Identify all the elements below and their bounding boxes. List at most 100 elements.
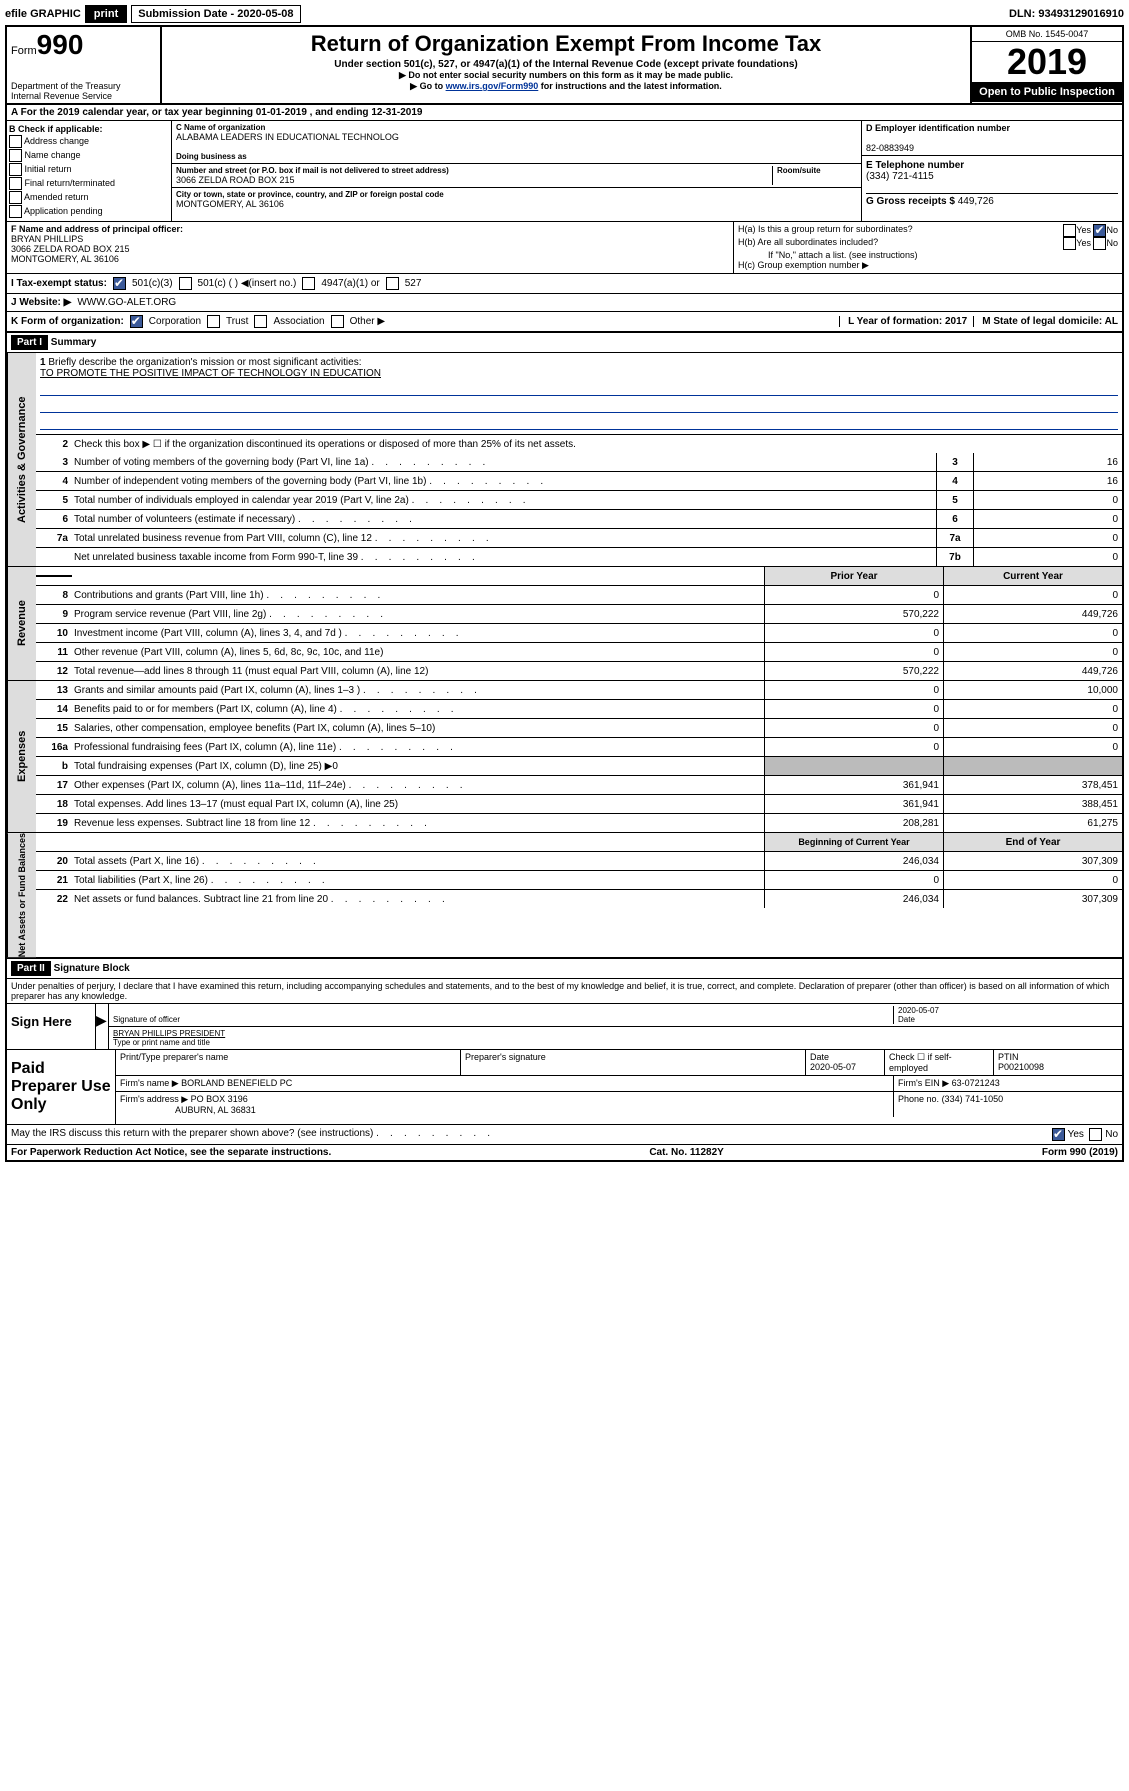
l10-prior: 0 <box>764 624 943 642</box>
cb-name-change[interactable] <box>9 149 22 162</box>
m-state: M State of legal domicile: AL <box>982 316 1118 327</box>
cb-amended[interactable] <box>9 191 22 204</box>
l16a-prior: 0 <box>764 738 943 756</box>
line-7a: Total unrelated business revenue from Pa… <box>72 532 936 545</box>
l8-prior: 0 <box>764 586 943 604</box>
ptin-label: PTIN <box>998 1052 1019 1062</box>
ein-value: 82-0883949 <box>866 143 1118 153</box>
cb-initial-return[interactable] <box>9 163 22 176</box>
line-16b: Total fundraising expenses (Part IX, col… <box>72 760 764 773</box>
form-number: 990 <box>37 29 84 60</box>
cb-501c[interactable] <box>179 277 192 290</box>
b-label: B Check if applicable: <box>9 124 103 134</box>
section-h-group: H(a) Is this a group return for subordin… <box>733 222 1122 273</box>
part-1-header: Part I Summary <box>7 333 1122 353</box>
footer-left: For Paperwork Reduction Act Notice, see … <box>11 1147 331 1158</box>
section-b-checkboxes: B Check if applicable: Address change Na… <box>7 121 172 221</box>
paid-label: Paid Preparer Use Only <box>7 1050 115 1124</box>
website-value: WWW.GO-ALET.ORG <box>77 297 176 308</box>
l21-begin: 0 <box>764 871 943 889</box>
self-employed-check: Check ☐ if self-employed <box>885 1050 994 1075</box>
section-f-officer: F Name and address of principal officer:… <box>7 222 733 273</box>
row-a-tax-year: A For the 2019 calendar year, or tax yea… <box>7 105 1122 121</box>
part1-badge: Part I <box>11 335 48 350</box>
l8-curr: 0 <box>943 586 1122 604</box>
tab-expenses: Expenses <box>7 681 36 832</box>
cb-ha-no[interactable] <box>1093 224 1106 237</box>
cb-address-change[interactable] <box>9 135 22 148</box>
firm-phone: (334) 741-1050 <box>942 1094 1004 1104</box>
i-label: I Tax-exempt status: <box>11 278 107 289</box>
efile-label: efile GRAPHIC <box>5 8 81 20</box>
line-20: Total assets (Part X, line 16) <box>72 855 764 868</box>
firm-name: BORLAND BENEFIELD PC <box>181 1078 292 1088</box>
ha-label: H(a) Is this a group return for subordin… <box>738 224 913 237</box>
line-11: Other revenue (Part VIII, column (A), li… <box>72 646 764 659</box>
hc-label: H(c) Group exemption number ▶ <box>738 260 1118 271</box>
open-public-badge: Open to Public Inspection <box>972 82 1122 102</box>
section-c-org-info: C Name of organization ALABAMA LEADERS I… <box>172 121 861 221</box>
line-18: Total expenses. Add lines 13–17 (must eq… <box>72 798 764 811</box>
line-4-val: 16 <box>973 472 1122 490</box>
sig-officer-label: Signature of officer <box>113 1015 180 1024</box>
cb-ha-yes[interactable] <box>1063 224 1076 237</box>
header-center: Return of Organization Exempt From Incom… <box>162 27 970 103</box>
line-4: Number of independent voting members of … <box>72 475 936 488</box>
line-3: Number of voting members of the governin… <box>72 456 936 469</box>
cb-4947[interactable] <box>302 277 315 290</box>
line-17: Other expenses (Part IX, column (A), lin… <box>72 779 764 792</box>
f-label: F Name and address of principal officer: <box>11 224 183 234</box>
line-12: Total revenue—add lines 8 through 11 (mu… <box>72 665 764 678</box>
line-5: Total number of individuals employed in … <box>72 494 936 507</box>
org-address: 3066 ZELDA ROAD BOX 215 <box>176 175 772 185</box>
l9-prior: 570,222 <box>764 605 943 623</box>
org-city: MONTGOMERY, AL 36106 <box>176 199 857 209</box>
prior-year-header: Prior Year <box>764 567 943 585</box>
cb-hb-no[interactable] <box>1093 237 1106 250</box>
l12-prior: 570,222 <box>764 662 943 680</box>
eoy-header: End of Year <box>943 833 1122 851</box>
officer-addr1: 3066 ZELDA ROAD BOX 215 <box>11 244 130 254</box>
signature-arrow-icon: ▶ <box>95 1004 108 1049</box>
section-de: D Employer identification number 82-0883… <box>861 121 1122 221</box>
cb-discuss-yes[interactable] <box>1052 1128 1065 1141</box>
form-990: Form990 Department of the Treasury Inter… <box>5 25 1124 1162</box>
line-19: Revenue less expenses. Subtract line 18 … <box>72 817 764 830</box>
l-year: L Year of formation: 2017 <box>848 316 967 327</box>
form-title: Return of Organization Exempt From Incom… <box>164 31 968 57</box>
irs-link[interactable]: www.irs.gov/Form990 <box>446 81 539 91</box>
cb-501c3[interactable] <box>113 277 126 290</box>
cb-corp[interactable] <box>130 315 143 328</box>
l17-prior: 361,941 <box>764 776 943 794</box>
l14-prior: 0 <box>764 700 943 718</box>
cb-527[interactable] <box>386 277 399 290</box>
hb-label: H(b) Are all subordinates included? <box>738 237 878 250</box>
cb-hb-yes[interactable] <box>1063 237 1076 250</box>
line-14: Benefits paid to or for members (Part IX… <box>72 703 764 716</box>
l15-curr: 0 <box>943 719 1122 737</box>
cb-trust[interactable] <box>207 315 220 328</box>
paid-preparer-row: Paid Preparer Use Only Print/Type prepar… <box>7 1049 1122 1124</box>
l20-end: 307,309 <box>943 852 1122 870</box>
firm-phone-label: Phone no. <box>898 1094 939 1104</box>
j-label: J Website: ▶ <box>11 297 71 308</box>
form-subtitle: Under section 501(c), 527, or 4947(a)(1)… <box>164 59 968 70</box>
line-5-val: 0 <box>973 491 1122 509</box>
cb-assoc[interactable] <box>254 315 267 328</box>
l9-curr: 449,726 <box>943 605 1122 623</box>
line-3-val: 16 <box>973 453 1122 471</box>
l17-curr: 378,451 <box>943 776 1122 794</box>
cb-final-return[interactable] <box>9 177 22 190</box>
cb-other[interactable] <box>331 315 344 328</box>
line-7b: Net unrelated business taxable income fr… <box>72 551 936 564</box>
cb-app-pending[interactable] <box>9 205 22 218</box>
current-year-header: Current Year <box>943 567 1122 585</box>
l13-prior: 0 <box>764 681 943 699</box>
firm-addr1: PO BOX 3196 <box>191 1094 248 1104</box>
print-button[interactable]: print <box>85 5 127 23</box>
cb-discuss-no[interactable] <box>1089 1128 1102 1141</box>
line-2: Check this box ▶ ☐ if the organization d… <box>72 438 1122 451</box>
hb-note: If "No," attach a list. (see instruction… <box>738 250 1118 260</box>
footer-right: Form 990 (2019) <box>1042 1147 1118 1158</box>
line-16a: Professional fundraising fees (Part IX, … <box>72 741 764 754</box>
